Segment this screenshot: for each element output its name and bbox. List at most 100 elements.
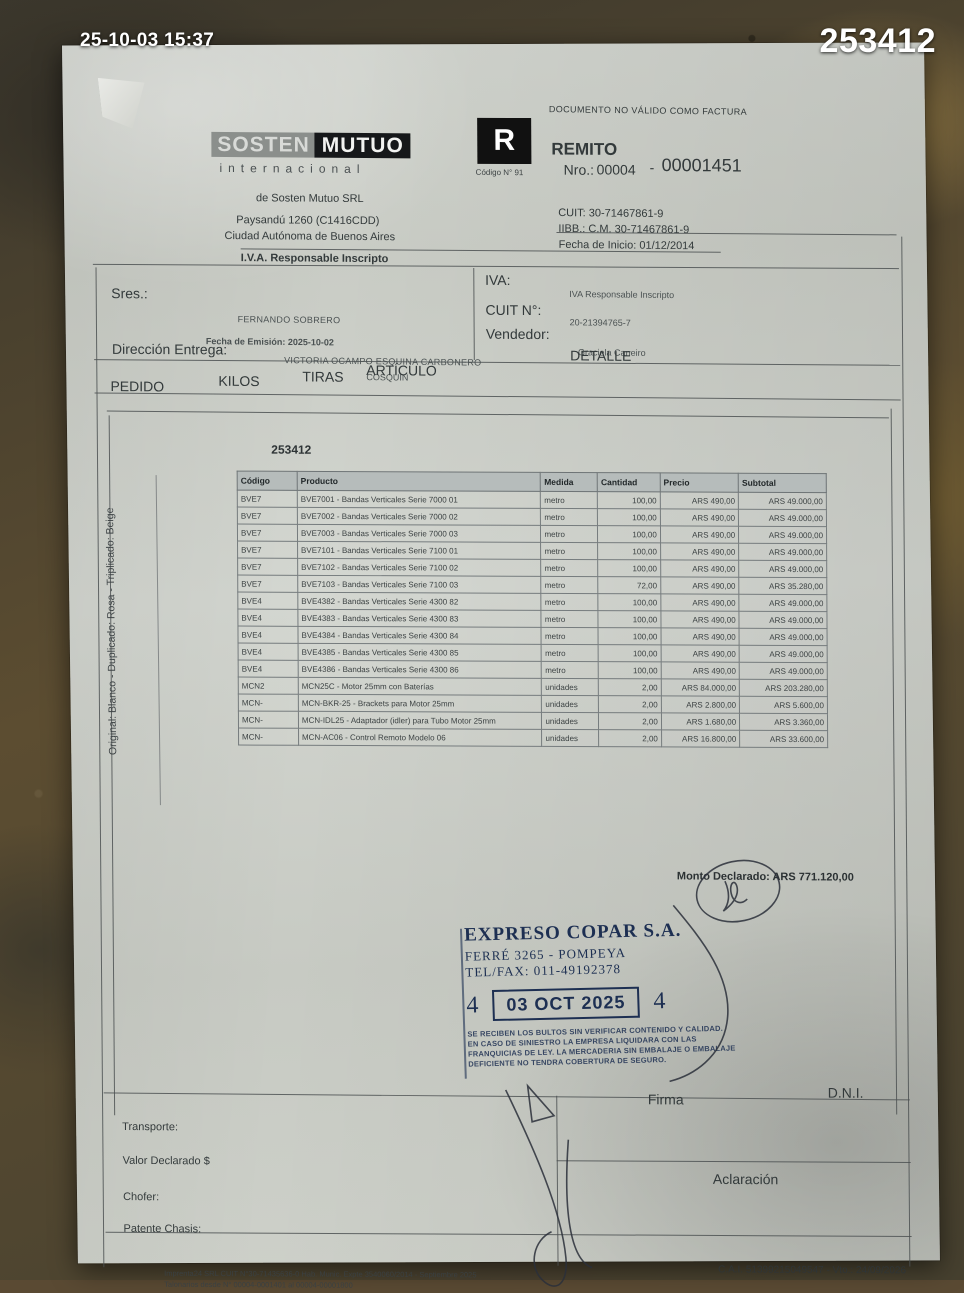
- cell-medida: unidades: [541, 695, 599, 713]
- cell-medida: metro: [541, 644, 599, 662]
- cell-subtotal: ARS 49.000,00: [739, 594, 827, 612]
- firma-label: Firma: [647, 1091, 684, 1108]
- cell-codigo: BVE7: [237, 524, 298, 542]
- overlay-order-number: 253412: [819, 22, 936, 60]
- cell-subtotal: ARS 33.600,00: [739, 730, 828, 748]
- cell-codigo: BVE7: [237, 558, 298, 576]
- cell-medida: unidades: [541, 712, 599, 730]
- document-number-prefix: 00004: [596, 161, 636, 178]
- column-label-pedido: PEDIDO: [110, 377, 165, 395]
- cell-medida: metro: [541, 542, 598, 560]
- cell-medida: metro: [541, 576, 599, 594]
- cell-medida: metro: [541, 661, 599, 679]
- rule-signature-line: [556, 1160, 911, 1164]
- document-number-serial: 00001451: [661, 154, 742, 176]
- stamp-company-name: EXPRESO COPAR S.A.: [463, 919, 682, 946]
- copy-color-note: Original: Blanco - Duplicado: Rosa - Tri…: [104, 507, 120, 756]
- cell-codigo: BVE4: [238, 643, 299, 661]
- column-label-articulo: ARTÍCULO: [366, 361, 437, 379]
- cell-medida: metro: [540, 525, 598, 543]
- cell-precio: ARS 490,00: [660, 542, 739, 561]
- cell-codigo: MCN-: [238, 711, 299, 729]
- logo-mutuo: MUTUO: [314, 132, 411, 159]
- header-cantidad: Cantidad: [597, 472, 661, 492]
- rule-left-border: [95, 267, 105, 1268]
- cell-cantidad: 100,00: [597, 559, 661, 577]
- cell-medida: unidades: [541, 678, 599, 696]
- cell-producto: BVE7002 - Bandas Verticales Serie 7000 0…: [297, 507, 541, 526]
- cell-subtotal: ARS 203.280,00: [739, 679, 828, 697]
- column-label-tiras: TIRAS: [302, 368, 344, 385]
- header-precio: Precio: [659, 472, 739, 493]
- table-header-row: Código Producto Medida Cantidad Precio S…: [237, 471, 827, 493]
- cell-medida: metro: [540, 508, 598, 526]
- company-cuit: CUIT: 30-71467861-9: [558, 207, 664, 221]
- cell-cantidad: 2,00: [598, 678, 662, 696]
- cell-subtotal: ARS 5.600,00: [739, 696, 828, 714]
- carrier-rubber-stamp: EXPRESO COPAR S.A. FERRÉ 3265 - POMPEYA …: [459, 919, 738, 1103]
- logo-tagline: internacional: [219, 160, 366, 177]
- cell-cantidad: 100,00: [597, 491, 661, 509]
- printer-line-2: Talonarios desde N° 00004-0001401 al 000…: [164, 1279, 353, 1290]
- cell-cantidad: 100,00: [598, 627, 661, 645]
- cell-producto: BVE7003 - Bandas Verticales Serie 7000 0…: [297, 524, 542, 543]
- cell-subtotal: ARS 49.000,00: [738, 526, 827, 544]
- cell-precio: ARS 490,00: [660, 627, 740, 646]
- document-number-dash: -: [649, 159, 655, 176]
- cell-cantidad: 100,00: [598, 661, 662, 679]
- cell-codigo: BVE4: [237, 609, 298, 627]
- cell-cantidad: 100,00: [598, 593, 661, 611]
- cell-producto: MCN-AC06 - Control Remoto Modelo 06: [298, 728, 543, 747]
- column-label-kilos: KILOS: [218, 372, 260, 390]
- company-address-line2: Ciudad Autónoma de Buenos Aires: [224, 230, 396, 244]
- cell-producto: BVE4386 - Bandas Verticales Serie 4300 8…: [298, 660, 542, 679]
- company-iibb: IIBB.: C.M. 30-71467861-9: [558, 222, 690, 237]
- chofer-label: Chofer:: [123, 1191, 160, 1204]
- cell-precio: ARS 1.680,00: [661, 712, 740, 731]
- header-medida: Medida: [540, 472, 598, 492]
- side-rule: [155, 475, 161, 806]
- iva-label: IVA:: [485, 271, 511, 289]
- valor-declarado-label: Valor Declarado $: [122, 1154, 210, 1168]
- cell-producto: BVE4385 - Bandas Verticales Serie 4300 8…: [298, 643, 542, 662]
- company-address-line1: Paysandú 1260 (C1416CDD): [236, 214, 380, 228]
- cell-codigo: BVE7: [237, 575, 298, 593]
- vendor-label: Vendedor:: [485, 325, 550, 343]
- cell-producto: BVE7101 - Bandas Verticales Serie 7100 0…: [297, 541, 542, 560]
- cell-precio: ARS 490,00: [660, 644, 740, 663]
- cell-subtotal: ARS 35.280,00: [738, 577, 827, 595]
- cell-producto: BVE7102 - Bandas Verticales Serie 7100 0…: [297, 558, 542, 577]
- cell-producto: BVE7001 - Bandas Verticales Serie 7000 0…: [297, 490, 541, 509]
- cell-precio: ARS 490,00: [660, 491, 739, 510]
- order-reference: 253412: [271, 442, 312, 457]
- table-row: MCN- MCN-AC06 - Control Remoto Modelo 06 u…: [238, 728, 828, 748]
- emission-date: Fecha de Emisión: 2025-10-02: [205, 336, 334, 348]
- cell-precio: ARS 490,00: [660, 559, 739, 578]
- cell-codigo: MCN-: [238, 694, 299, 712]
- cell-codigo: BVE4: [237, 626, 299, 644]
- cell-precio: ARS 490,00: [660, 508, 739, 527]
- rule-main-top: [92, 263, 899, 270]
- cell-precio: ARS 16.800,00: [661, 729, 740, 748]
- cell-subtotal: ARS 49.000,00: [738, 509, 827, 527]
- aclaracion-label: Aclaración: [712, 1170, 779, 1188]
- company-legal-name: de Sosten Mutuo SRL: [255, 192, 364, 206]
- cell-subtotal: ARS 49.000,00: [739, 645, 828, 663]
- customer-cuit-label: CUIT N°:: [485, 301, 542, 319]
- cell-subtotal: ARS 3.360,00: [739, 713, 828, 731]
- cell-producto: BVE4382 - Bandas Verticales Serie 4300 8…: [297, 592, 542, 611]
- document-code-label: Código N° 91: [475, 167, 524, 178]
- cell-precio: ARS 490,00: [660, 610, 740, 629]
- cell-cantidad: 2,00: [598, 729, 662, 747]
- cell-medida: metro: [541, 610, 599, 628]
- cell-codigo: BVE7: [237, 541, 298, 559]
- remito-document: SOSTEN MUTUO internacional de Sosten Mut…: [62, 42, 940, 1290]
- cell-codigo: BVE7: [237, 507, 298, 525]
- patente-chasis-label: Patente Chasis:: [123, 1222, 202, 1236]
- rule-under-customer: [94, 359, 901, 366]
- company-tax-status: I.V.A. Responsable Inscripto: [240, 252, 389, 266]
- rule-signature-divider: [556, 1095, 559, 1266]
- dni-label: D.N.I.: [827, 1084, 864, 1101]
- items-table: Código Producto Medida Cantidad Precio S…: [237, 471, 829, 749]
- cell-codigo: MCN-: [238, 728, 299, 746]
